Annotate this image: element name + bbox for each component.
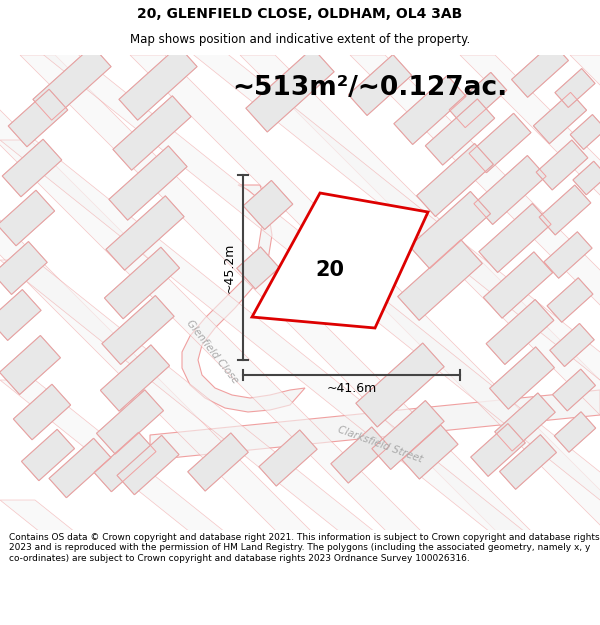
Polygon shape [570,114,600,149]
Polygon shape [33,46,111,120]
Polygon shape [106,196,184,270]
Polygon shape [490,347,554,409]
Polygon shape [0,336,61,394]
Text: 20, GLENFIELD CLOSE, OLDHAM, OL4 3AB: 20, GLENFIELD CLOSE, OLDHAM, OL4 3AB [137,7,463,21]
Polygon shape [474,156,546,224]
Polygon shape [512,42,568,98]
Text: ~513m²/~0.127ac.: ~513m²/~0.127ac. [232,75,508,101]
Polygon shape [0,20,600,500]
Polygon shape [0,380,600,625]
Polygon shape [130,55,600,535]
Polygon shape [402,425,458,479]
Text: Map shows position and indicative extent of the property.: Map shows position and indicative extent… [130,33,470,46]
Polygon shape [484,252,553,318]
Polygon shape [246,48,334,132]
Polygon shape [570,55,600,535]
Polygon shape [237,247,279,289]
Polygon shape [0,55,425,535]
Polygon shape [13,384,71,440]
Polygon shape [22,429,74,481]
Polygon shape [0,55,315,535]
Polygon shape [117,435,179,495]
Polygon shape [331,427,389,483]
Text: Glenfield Close: Glenfield Close [184,318,240,386]
Text: ~41.6m: ~41.6m [326,382,377,396]
Polygon shape [539,185,591,235]
Polygon shape [471,424,525,476]
Polygon shape [394,76,466,144]
Polygon shape [49,438,111,498]
Polygon shape [425,99,495,165]
Polygon shape [0,260,600,625]
Polygon shape [500,434,556,489]
Polygon shape [94,432,156,492]
Polygon shape [555,69,595,108]
Polygon shape [104,247,179,319]
Text: Clarksfield Street: Clarksfield Street [336,425,424,465]
Polygon shape [0,241,47,294]
Polygon shape [0,289,41,341]
Polygon shape [486,299,554,364]
Polygon shape [547,278,593,322]
Polygon shape [0,500,600,625]
Polygon shape [97,390,164,454]
Text: 20: 20 [316,260,344,280]
Polygon shape [449,72,507,127]
Polygon shape [0,620,600,625]
Polygon shape [0,190,55,246]
Polygon shape [259,430,317,486]
Polygon shape [479,204,551,272]
Polygon shape [536,140,588,190]
Polygon shape [240,55,600,535]
Polygon shape [0,0,600,380]
Polygon shape [356,343,444,427]
Text: ~45.2m: ~45.2m [223,242,235,292]
Polygon shape [182,185,305,412]
Polygon shape [416,144,493,216]
Polygon shape [20,55,535,535]
Polygon shape [243,181,293,229]
Polygon shape [8,89,68,147]
Polygon shape [100,345,170,411]
Text: Contains OS data © Crown copyright and database right 2021. This information is : Contains OS data © Crown copyright and d… [9,533,599,562]
Polygon shape [113,96,191,170]
Polygon shape [550,324,594,366]
Polygon shape [533,92,587,144]
Polygon shape [350,55,600,535]
Polygon shape [2,139,62,197]
Polygon shape [102,296,174,364]
Polygon shape [495,393,555,451]
Polygon shape [544,232,592,278]
Polygon shape [252,193,428,328]
Polygon shape [150,390,600,460]
Polygon shape [372,401,444,469]
Polygon shape [554,412,596,452]
Polygon shape [573,161,600,195]
Polygon shape [349,54,412,116]
Polygon shape [119,46,197,120]
Polygon shape [553,369,595,411]
Polygon shape [409,191,491,269]
Polygon shape [460,55,600,535]
Polygon shape [469,113,531,173]
Polygon shape [109,146,187,220]
Polygon shape [0,140,600,620]
Polygon shape [188,433,248,491]
Polygon shape [398,239,482,321]
